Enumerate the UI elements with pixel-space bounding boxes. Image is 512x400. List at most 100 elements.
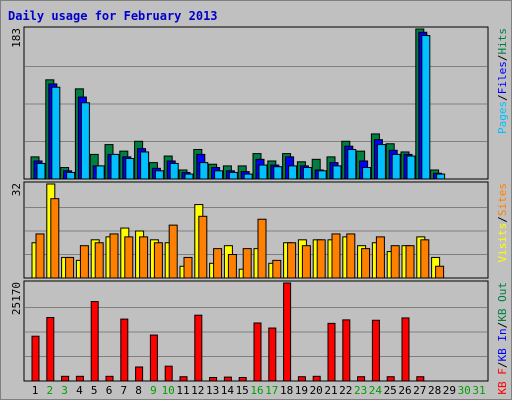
bar-sites-day-9	[153, 242, 163, 279]
legend-part-0: Pages	[496, 101, 509, 134]
day-label-15: 15	[236, 384, 249, 397]
bar-pages-day-12	[199, 162, 209, 180]
bar-kb-f-day-4	[75, 375, 84, 382]
day-label-16: 16	[250, 384, 263, 397]
bar-sites-day-20	[316, 239, 326, 279]
day-label-18: 18	[280, 384, 293, 397]
bar-pages-day-26	[406, 155, 416, 180]
bar-pages-day-5	[95, 165, 105, 180]
bar-sites-day-16	[257, 218, 267, 279]
bar-pages-day-22	[347, 148, 357, 180]
day-label-7: 7	[120, 384, 127, 397]
bar-pages-day-11	[184, 173, 194, 180]
bar-kb-f-day-5	[90, 301, 99, 382]
legend-part-2: KB In	[496, 328, 509, 361]
bar-kb-f-day-9	[149, 334, 158, 382]
panel-requests-scale-max: 183	[10, 28, 23, 48]
day-label-12: 12	[191, 384, 204, 397]
day-label-2: 2	[46, 384, 53, 397]
bar-sites-day-5	[94, 242, 104, 279]
bar-pages-day-18	[288, 165, 298, 180]
day-label-30: 30	[458, 384, 471, 397]
panel-kbytes-scale-max: 25170	[10, 282, 23, 315]
bar-sites-day-24	[375, 236, 385, 279]
bar-sites-day-10	[168, 224, 178, 279]
bar-pages-day-7	[125, 158, 135, 180]
bar-kb-f-day-13	[209, 376, 218, 382]
bar-pages-day-25	[391, 153, 401, 180]
legend-part-1: /	[496, 94, 509, 101]
day-label-22: 22	[339, 384, 352, 397]
bar-sites-day-11	[183, 256, 193, 279]
bar-pages-day-2	[51, 86, 61, 180]
bar-pages-day-20	[317, 170, 327, 180]
bar-kb-f-day-6	[105, 375, 114, 382]
bar-pages-day-13	[214, 170, 224, 180]
day-label-31: 31	[472, 384, 485, 397]
bar-sites-day-23	[361, 248, 371, 279]
bar-sites-day-1	[35, 233, 45, 279]
bar-kb-f-day-20	[312, 375, 321, 382]
bar-sites-day-25	[390, 245, 400, 279]
chart-panels: 183Pages/Files/Hits32Visits/Sites25170KB…	[10, 26, 509, 395]
series-sites	[35, 198, 445, 279]
legend-part-2: Sites	[496, 183, 509, 216]
bar-kb-f-day-15	[238, 376, 247, 382]
legend-part-4: KB Out	[496, 282, 509, 322]
legend-part-0: KB F	[496, 368, 509, 395]
bar-kb-f-day-27	[416, 376, 425, 382]
bar-kb-f-day-10	[164, 365, 173, 382]
day-label-19: 19	[295, 384, 308, 397]
bar-kb-f-day-2	[46, 317, 55, 382]
day-label-14: 14	[221, 384, 235, 397]
bar-pages-day-8	[140, 151, 150, 180]
bar-pages-day-6	[110, 153, 120, 180]
day-label-23: 23	[354, 384, 367, 397]
bar-sites-day-15	[242, 248, 252, 279]
bar-kb-f-day-19	[297, 376, 306, 382]
bar-sites-day-22	[346, 233, 356, 279]
bar-sites-day-21	[331, 233, 341, 279]
bar-pages-day-9	[154, 170, 164, 180]
bar-kb-f-day-24	[371, 319, 380, 382]
bar-sites-day-28	[435, 265, 445, 279]
legend-part-4: Hits	[496, 28, 509, 55]
bar-pages-day-14	[228, 171, 238, 180]
day-axis: 1 2 3 4 5 6 7 8 9 10 11 12 13 14 15 16 17 18 19 20 21 22 23 24 2…	[32, 384, 486, 397]
day-label-17: 17	[265, 384, 278, 397]
bar-kb-f-day-7	[120, 318, 129, 382]
bar-kb-f-day-1	[31, 335, 40, 382]
panel-visits-legend: Visits/Sites	[496, 183, 509, 263]
bar-sites-day-12	[198, 215, 208, 279]
bar-pages-day-16	[258, 164, 268, 180]
bar-sites-day-18	[287, 242, 297, 279]
day-label-13: 13	[206, 384, 219, 397]
bar-pages-day-3	[66, 171, 76, 180]
day-label-6: 6	[106, 384, 113, 397]
bar-kb-f-day-3	[61, 375, 70, 382]
series-kb-f	[31, 282, 425, 382]
bar-sites-day-7	[124, 236, 134, 279]
day-label-8: 8	[135, 384, 142, 397]
bar-sites-day-14	[227, 254, 237, 279]
day-label-10: 10	[162, 384, 175, 397]
chart-title: Daily usage for February 2013	[8, 9, 218, 23]
bar-kb-f-day-12	[194, 314, 203, 382]
bar-kb-f-day-11	[179, 376, 188, 382]
bar-pages-day-21	[332, 165, 342, 180]
day-label-25: 25	[384, 384, 397, 397]
bar-kb-f-day-26	[401, 317, 410, 382]
bar-pages-day-15	[243, 173, 253, 180]
bar-kb-f-day-16	[253, 322, 262, 382]
bar-kb-f-day-22	[342, 319, 351, 382]
bar-pages-day-24	[376, 144, 386, 180]
bar-pages-day-27	[421, 35, 431, 180]
legend-part-3: /	[496, 55, 509, 62]
day-label-27: 27	[413, 384, 426, 397]
day-label-5: 5	[91, 384, 98, 397]
bar-pages-day-4	[80, 102, 90, 180]
bar-pages-day-19	[302, 167, 312, 180]
